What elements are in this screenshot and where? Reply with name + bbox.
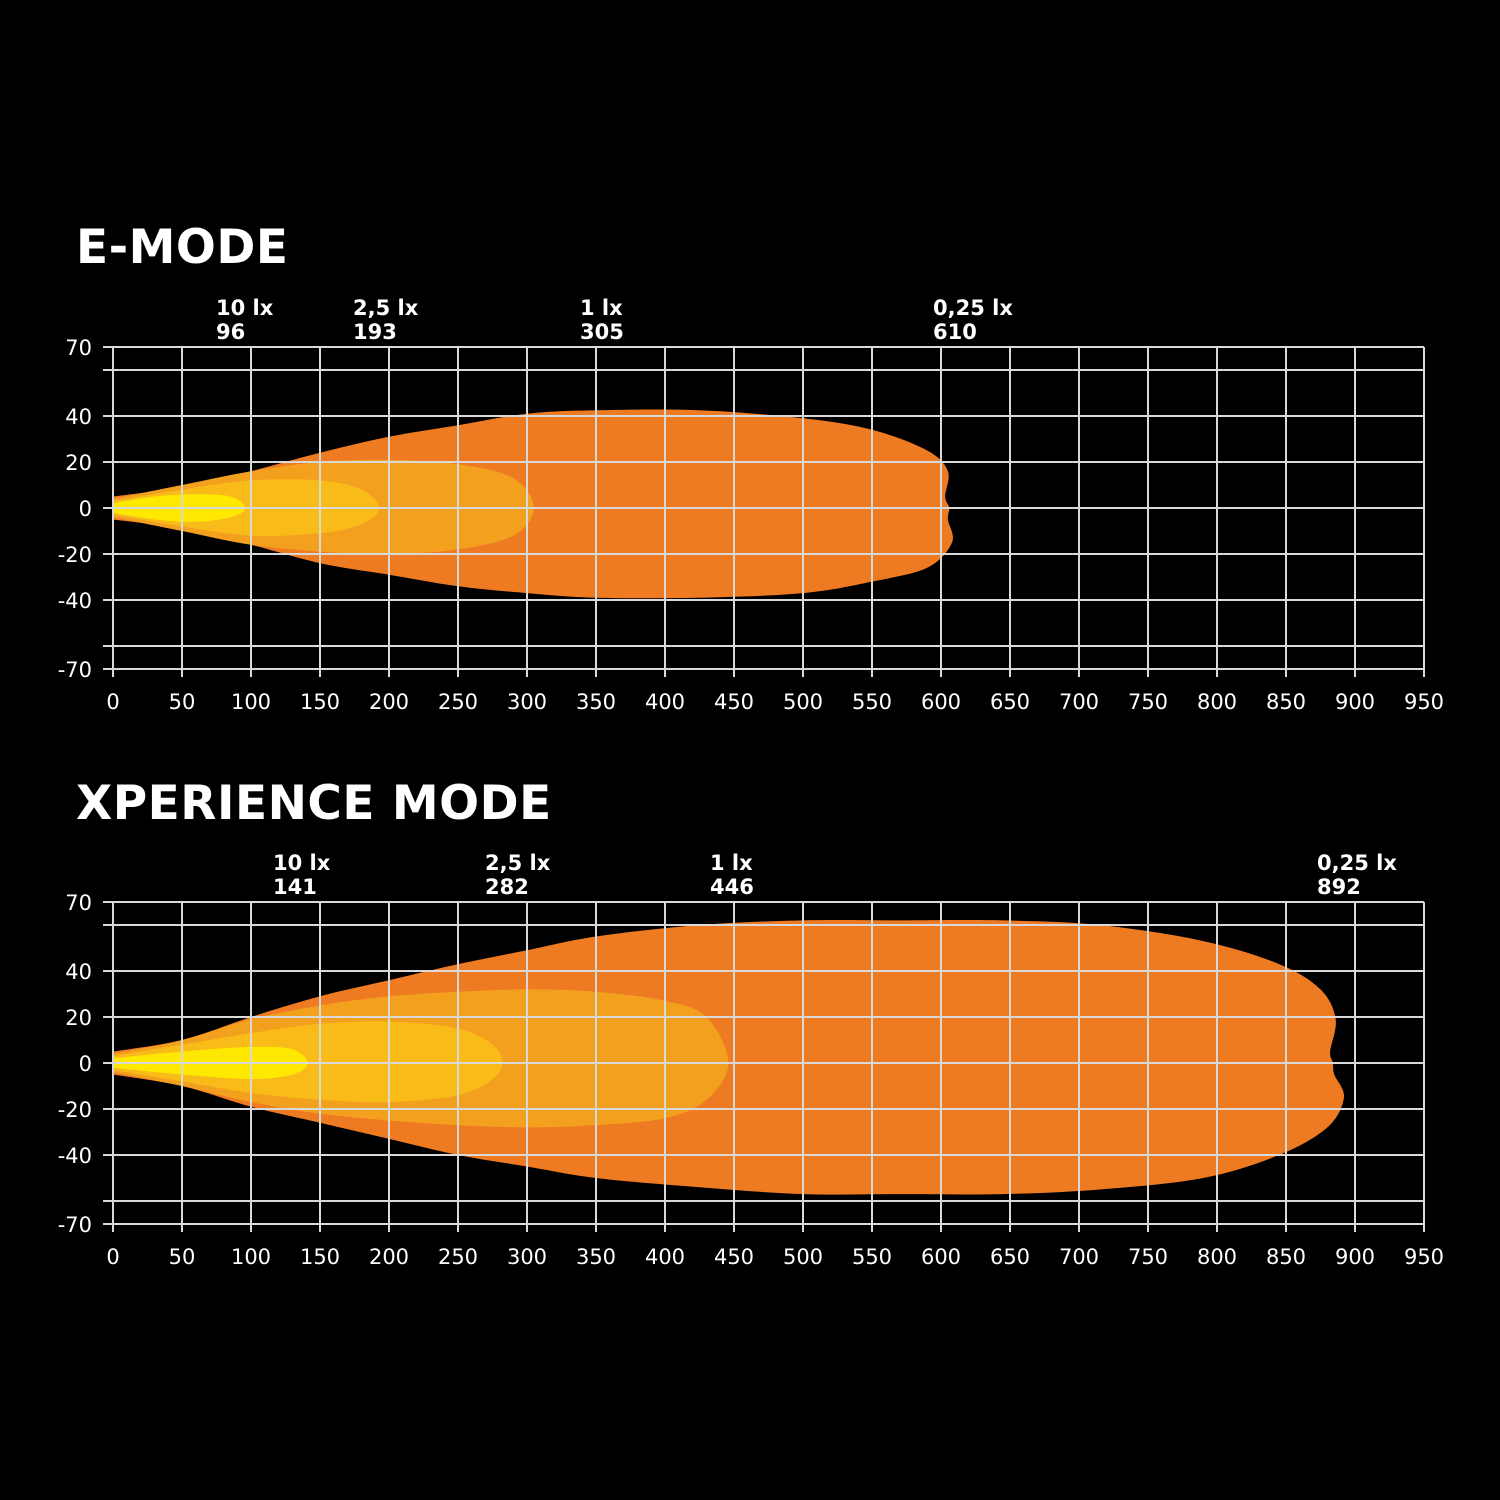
isolux-distance: 305 xyxy=(580,320,624,344)
x-tick-label: 600 xyxy=(921,690,961,714)
isolux-label: 2,5 lx xyxy=(353,296,419,320)
x-tick-label: 150 xyxy=(300,1245,340,1269)
x-tick-label: 100 xyxy=(231,690,271,714)
x-tick-label: 400 xyxy=(645,1245,685,1269)
y-tick-label: 0 xyxy=(79,497,92,521)
x-tick-label: 900 xyxy=(1335,690,1375,714)
x-tick-label: 400 xyxy=(645,690,685,714)
y-tick-label: 40 xyxy=(65,405,92,429)
x-tick-label: 600 xyxy=(921,1245,961,1269)
e-mode-chart: 0 50 100 150 200 250 300 350 400 450 500 550 600 650 7… xyxy=(58,296,1444,714)
x-tick-label: 450 xyxy=(714,690,754,714)
y-tick-label: 40 xyxy=(65,960,92,984)
x-tick-label: 900 xyxy=(1335,1245,1375,1269)
x-tick-label: 300 xyxy=(507,690,547,714)
isolux-label: 0,25 lx xyxy=(933,296,1013,320)
x-tick-label: 350 xyxy=(576,690,616,714)
isolux-label: 2,5 lx xyxy=(485,851,551,875)
y-tick-label: -70 xyxy=(58,658,92,682)
x-tick-label: 950 xyxy=(1404,1245,1444,1269)
x-tick-label: 250 xyxy=(438,690,478,714)
y-tick-label: 70 xyxy=(65,336,92,360)
isolux-label: 1 lx xyxy=(580,296,623,320)
beam-contour-2-5-lx xyxy=(113,1021,503,1103)
isolux-distance: 96 xyxy=(216,320,245,344)
x-tick-label: 800 xyxy=(1197,1245,1237,1269)
y-tick-label: -70 xyxy=(58,1213,92,1237)
isolux-label: 10 lx xyxy=(216,296,274,320)
y-tick-label: -40 xyxy=(58,589,92,613)
y-tick-label: 70 xyxy=(65,891,92,915)
isolux-distance: 610 xyxy=(933,320,977,344)
y-tick-label: 20 xyxy=(65,451,92,475)
isolux-label: 0,25 lx xyxy=(1317,851,1397,875)
beam-contour-0-25-lx xyxy=(113,920,1345,1195)
x-tick-label: 700 xyxy=(1059,690,1099,714)
x-tick-label: 500 xyxy=(783,1245,823,1269)
x-tick-label: 350 xyxy=(576,1245,616,1269)
x-tick-label: 200 xyxy=(369,1245,409,1269)
x-tick-label: 0 xyxy=(106,1245,119,1269)
x-tick-label: 300 xyxy=(507,1245,547,1269)
x-tick-label: 250 xyxy=(438,1245,478,1269)
x-tick-label: 750 xyxy=(1128,690,1168,714)
x-tick-label: 850 xyxy=(1266,1245,1306,1269)
x-tick-label: 50 xyxy=(169,690,196,714)
isolux-distance: 892 xyxy=(1317,875,1361,899)
isolux-distance: 446 xyxy=(710,875,754,899)
x-tick-label: 550 xyxy=(852,690,892,714)
x-tick-label: 500 xyxy=(783,690,823,714)
x-tick-label: 550 xyxy=(852,1245,892,1269)
y-tick-label: -20 xyxy=(58,1098,92,1122)
isolux-distance: 141 xyxy=(273,875,317,899)
x-tick-label: 150 xyxy=(300,690,340,714)
x-tick-label: 950 xyxy=(1404,690,1444,714)
isolux-label: 1 lx xyxy=(710,851,753,875)
x-tick-label: 700 xyxy=(1059,1245,1099,1269)
x-tick-label: 0 xyxy=(106,690,119,714)
y-tick-label: 0 xyxy=(79,1052,92,1076)
x-tick-label: 800 xyxy=(1197,690,1237,714)
x-tick-label: 850 xyxy=(1266,690,1306,714)
isolux-distance: 193 xyxy=(353,320,397,344)
x-tick-label: 650 xyxy=(990,690,1030,714)
y-tick-label: -40 xyxy=(58,1144,92,1168)
x-tick-label: 750 xyxy=(1128,1245,1168,1269)
x-tick-label: 650 xyxy=(990,1245,1030,1269)
y-tick-label: 20 xyxy=(65,1006,92,1030)
chart-title-e-mode: E-MODE xyxy=(76,220,289,275)
chart-title-xperience-mode: XPERIENCE MODE xyxy=(76,776,552,831)
isolux-distance: 282 xyxy=(485,875,529,899)
x-tick-label: 200 xyxy=(369,690,409,714)
y-tick-label: -20 xyxy=(58,543,92,567)
x-tick-label: 50 xyxy=(169,1245,196,1269)
x-tick-label: 450 xyxy=(714,1245,754,1269)
isolux-label: 10 lx xyxy=(273,851,331,875)
x-tick-label: 100 xyxy=(231,1245,271,1269)
